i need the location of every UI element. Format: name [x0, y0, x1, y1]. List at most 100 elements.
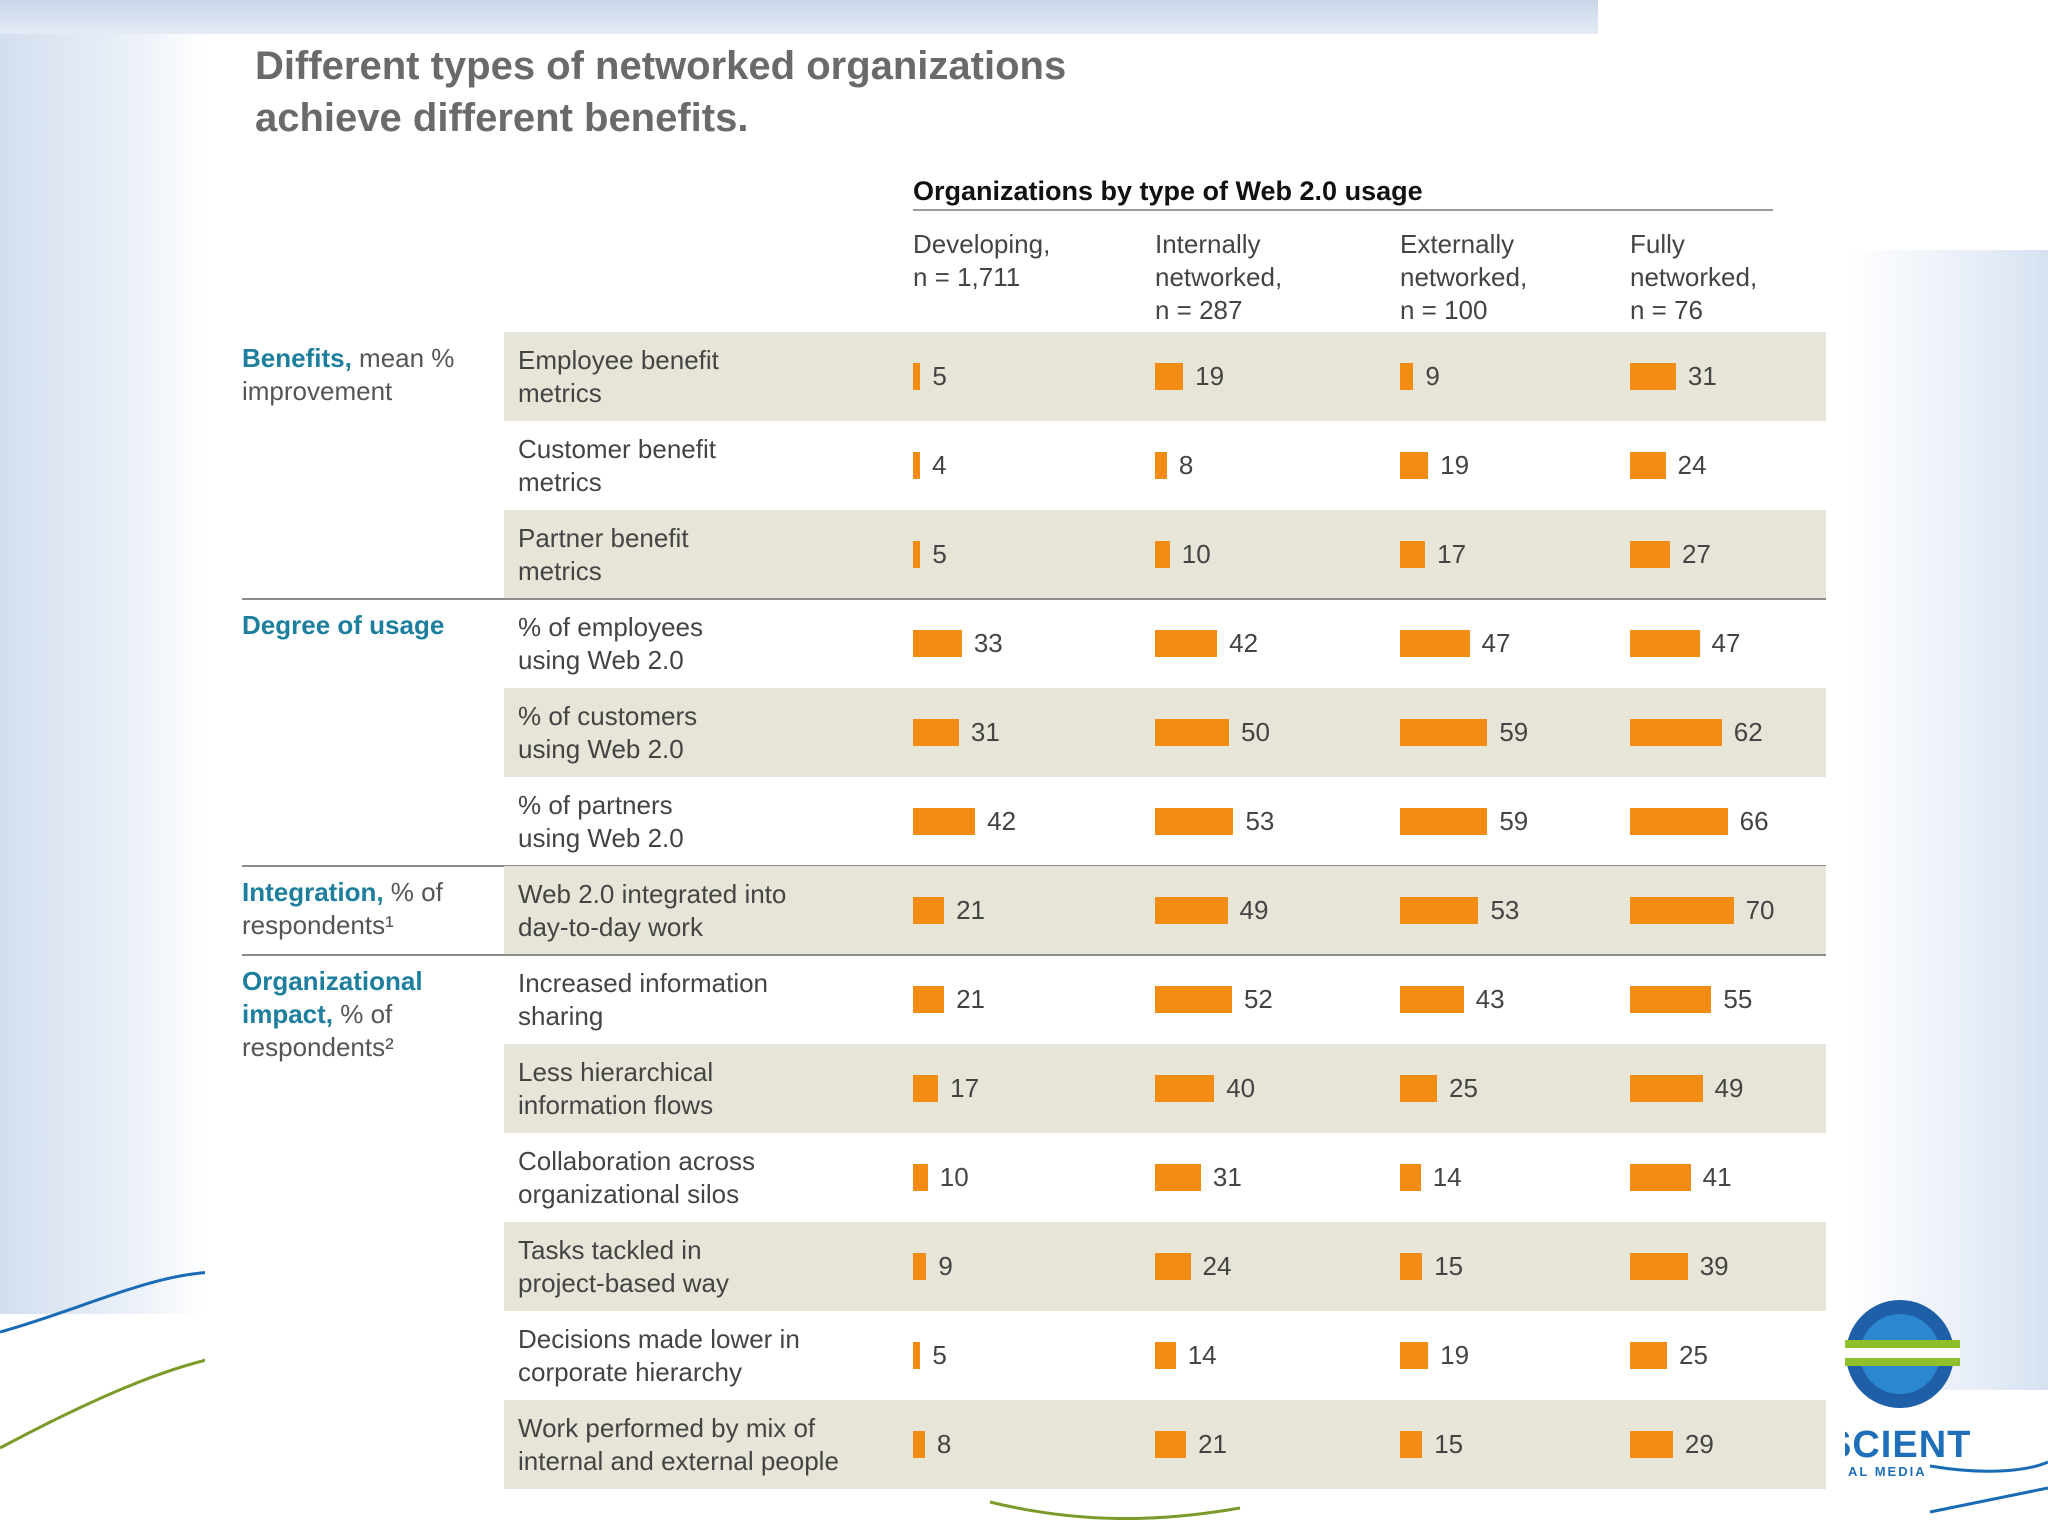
data-bar: [1400, 541, 1426, 568]
data-bar: [1630, 808, 1728, 835]
column-header-line: n = 287: [1155, 295, 1243, 325]
row-label-line: Decisions made lower in: [518, 1324, 800, 1354]
section-label-rest: % of respondents¹: [242, 877, 443, 940]
chart-title-line: achieve different benefits.: [255, 96, 749, 140]
data-bar: [1155, 452, 1167, 479]
section-label-key: Degree of usage: [242, 610, 445, 640]
section-label: Benefits, mean % improvement: [242, 342, 472, 408]
column-header-line: n = 76: [1630, 295, 1704, 325]
data-label: 42: [1229, 628, 1259, 658]
row-label-line: using Web 2.0: [518, 645, 684, 675]
row-label-line: using Web 2.0: [518, 734, 684, 764]
data-bar: [913, 808, 976, 835]
data-bar: [1155, 1164, 1201, 1191]
data-bar: [1630, 897, 1734, 924]
data-bar: [1400, 363, 1414, 390]
data-label: 29: [1684, 1429, 1714, 1459]
data-bar: [1155, 719, 1229, 746]
data-label: 14: [1187, 1340, 1217, 1370]
table-row: Customer benefit metrics 4 8 19 24: [504, 421, 1826, 510]
data-label: 5: [932, 361, 947, 391]
data-label: 14: [1432, 1162, 1462, 1192]
row-label-line: Employee benefit: [518, 345, 719, 375]
data-bar: [1400, 452, 1429, 479]
data-label: 50: [1241, 717, 1270, 747]
data-bar: [913, 1075, 939, 1102]
row-label-line: Partner benefit: [518, 523, 689, 553]
data-bar: [1400, 1342, 1429, 1369]
row-label-line: Customer benefit: [518, 434, 716, 464]
row-label-line: corporate hierarchy: [518, 1357, 742, 1387]
data-label: 49: [1714, 1073, 1744, 1103]
data-bar: [1400, 719, 1488, 746]
row-label: % of partners using Web 2.0: [518, 789, 888, 855]
data-bar: [913, 1342, 921, 1369]
data-bar: [913, 719, 959, 746]
data-label: 24: [1202, 1251, 1232, 1281]
section-label-rest: % of respondents²: [242, 999, 394, 1062]
data-bar: [913, 897, 945, 924]
column-header-line: Externally: [1400, 229, 1515, 259]
section-label: Integration, % of respondents¹: [242, 876, 472, 942]
data-label: 17: [950, 1073, 980, 1103]
table-row: Tasks tackled in project-based way 9 24 15 39: [504, 1222, 1826, 1311]
data-bar: [1630, 541, 1670, 568]
data-bar: [1400, 808, 1488, 835]
data-bar: [1155, 1342, 1176, 1369]
table-row: % of partners using Web 2.0 42 53 59 66: [504, 777, 1826, 866]
section-label-key: Organizational impact,: [242, 966, 423, 1029]
column-header: Fully networked, n = 76: [1630, 228, 1860, 327]
data-bar: [1630, 630, 1700, 657]
data-label: 17: [1437, 539, 1467, 569]
data-label: 8: [936, 1429, 952, 1459]
data-bar: [1400, 1253, 1423, 1280]
table-row: Partner benefit metrics 5 10 17 27: [504, 510, 1826, 599]
decorative-swoosh: [0, 1270, 2048, 1520]
row-label-line: Web 2.0 integrated into: [518, 879, 787, 909]
data-bar: [1155, 986, 1232, 1013]
table-row: Less hierarchical information flows 17 40 25…: [504, 1044, 1826, 1133]
data-label: 31: [1212, 1162, 1242, 1192]
data-label: 4: [932, 450, 947, 480]
data-label: 33: [973, 628, 1003, 658]
section-label: Degree of usage: [242, 609, 472, 642]
data-bar: [1400, 1431, 1423, 1458]
data-bar: [1155, 1253, 1191, 1280]
data-bar: [1630, 1342, 1667, 1369]
row-label: Partner benefit metrics: [518, 522, 888, 588]
row-label-line: metrics: [518, 467, 602, 497]
data-bar: [913, 363, 921, 390]
data-bar: [913, 452, 920, 479]
row-label-line: % of partners: [518, 790, 673, 820]
row-label-line: day-to-day work: [518, 912, 703, 942]
column-header-line: networked,: [1630, 262, 1758, 292]
data-bar: [1400, 897, 1479, 924]
row-label: Less hierarchical information flows: [518, 1056, 888, 1122]
data-bar: [913, 986, 945, 1013]
data-label: 9: [938, 1251, 953, 1281]
data-bar: [913, 1164, 928, 1191]
table-row: Work performed by mix of internal and ext…: [504, 1400, 1826, 1489]
row-label-line: organizational silos: [518, 1179, 740, 1209]
row-label-line: Increased information: [518, 968, 769, 998]
data-label: 9: [1425, 361, 1440, 391]
logo-text: SCIENT: [1826, 1424, 1972, 1466]
data-label: 41: [1702, 1162, 1732, 1192]
data-label: 5: [932, 539, 947, 569]
row-label-line: metrics: [518, 378, 602, 408]
data-label: 55: [1723, 984, 1753, 1014]
row-label-line: Tasks tackled in: [518, 1235, 702, 1265]
data-bar: [1155, 808, 1234, 835]
column-header-line: networked,: [1400, 262, 1528, 292]
data-label: 62: [1733, 717, 1763, 747]
section-label-key: Integration,: [242, 877, 384, 907]
company-logo: [1840, 1300, 1960, 1408]
data-bar: [1630, 363, 1676, 390]
row-label: % of employees using Web 2.0: [518, 611, 888, 677]
data-label: 31: [1687, 361, 1717, 391]
section-divider: [242, 954, 1826, 956]
data-bar: [1155, 363, 1184, 390]
table-row: Increased information sharing 21 52 43 55: [504, 955, 1826, 1044]
row-label: Collaboration across organizational silos: [518, 1145, 888, 1211]
section-label-rest: mean % improvement: [242, 343, 455, 406]
